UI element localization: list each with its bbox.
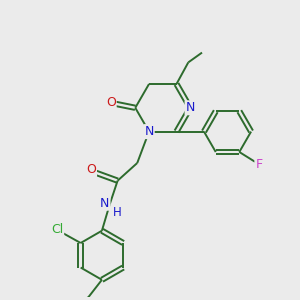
Text: F: F <box>255 158 262 171</box>
Text: H: H <box>113 206 122 219</box>
Text: Cl: Cl <box>51 223 63 236</box>
Text: N: N <box>186 101 195 114</box>
Text: O: O <box>106 96 116 110</box>
Text: N: N <box>144 125 154 138</box>
Text: N: N <box>100 197 110 210</box>
Text: O: O <box>86 164 96 176</box>
